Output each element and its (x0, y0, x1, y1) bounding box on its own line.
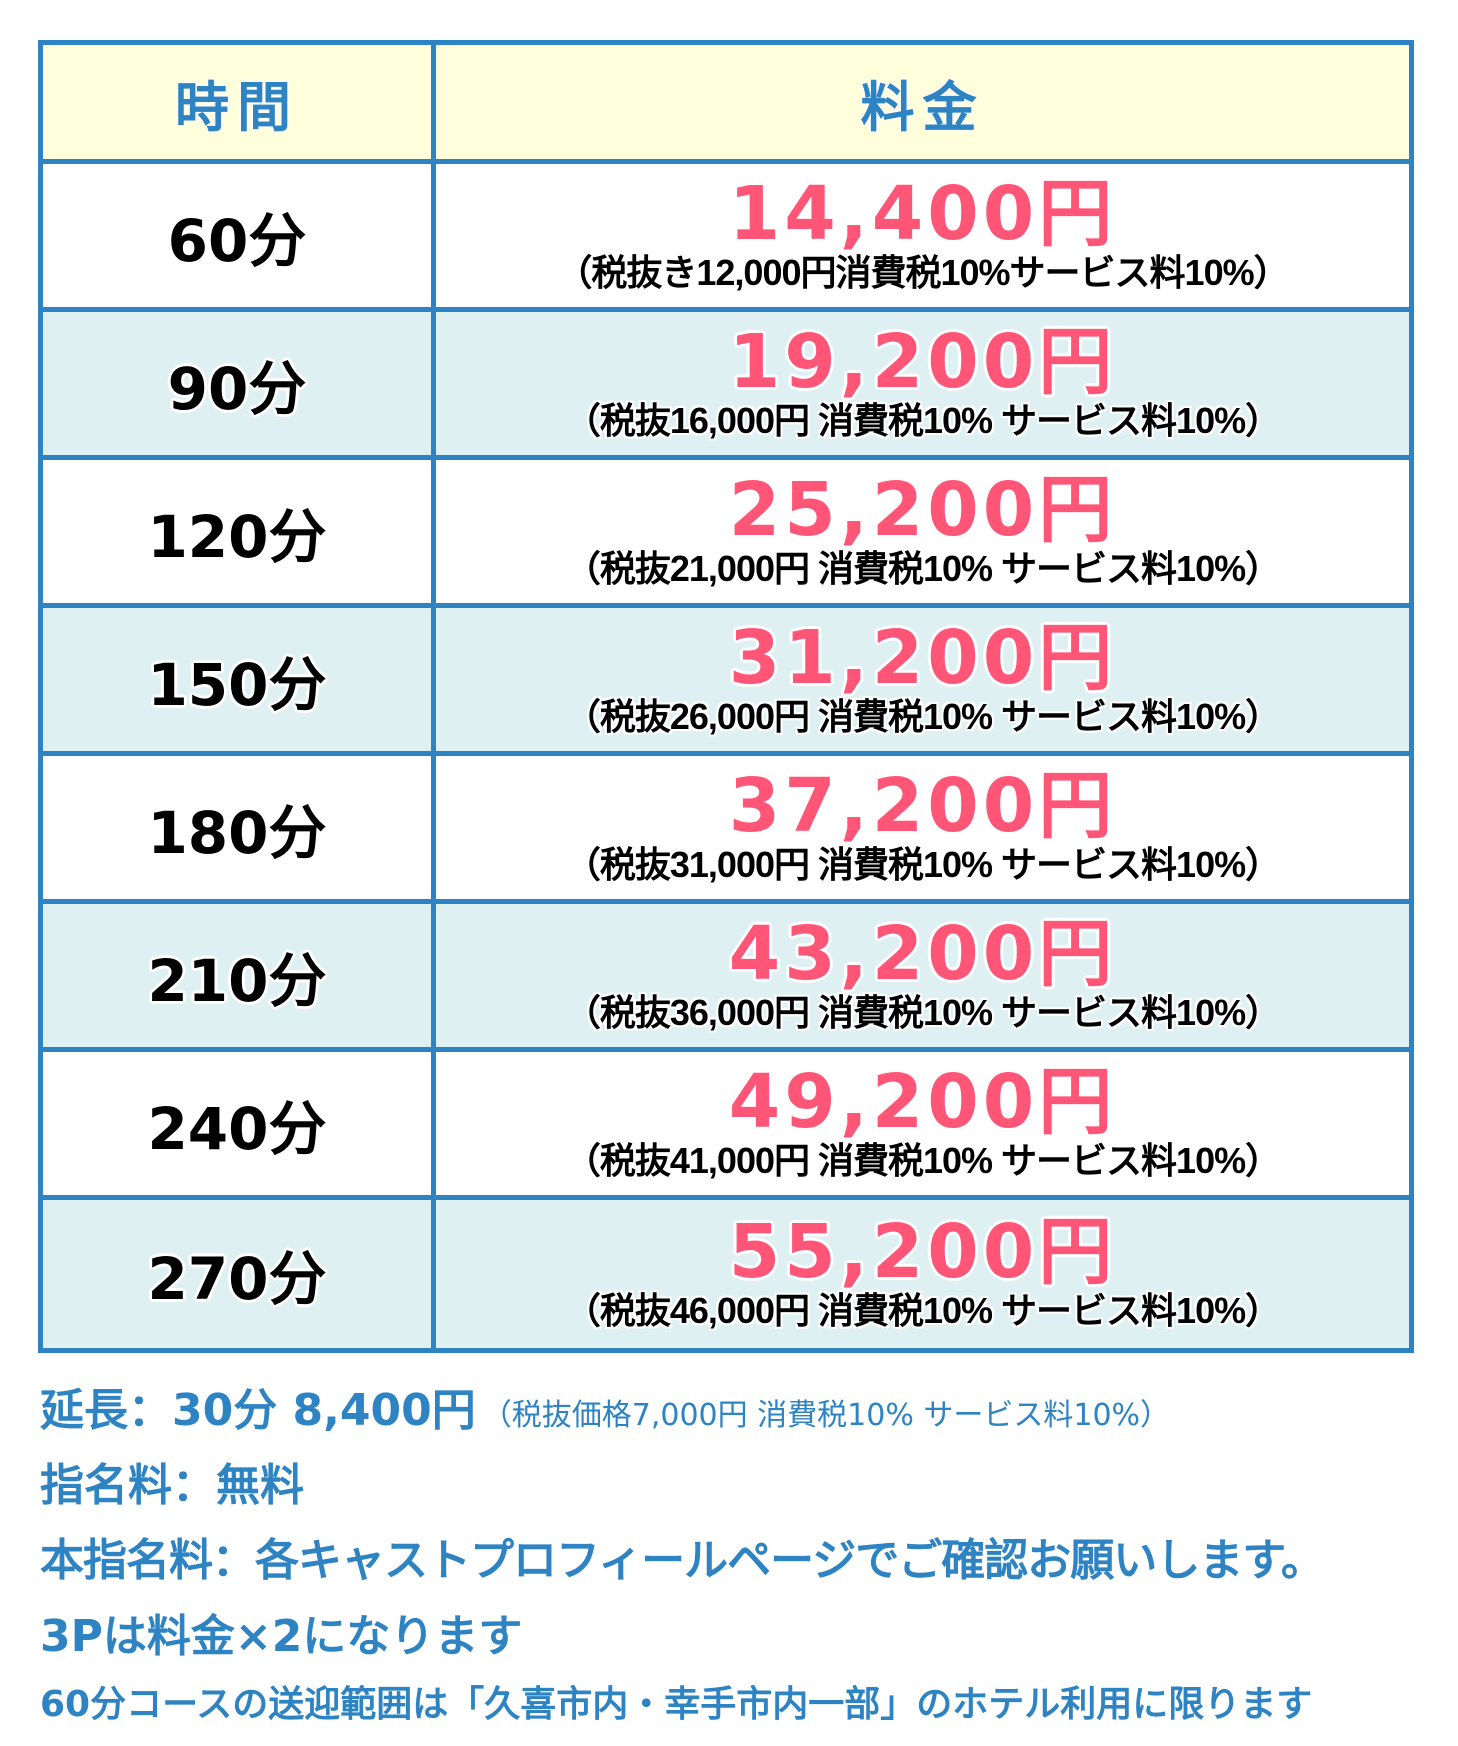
course-price: 14,400円 (728, 170, 1117, 257)
price-cell: 43,200円 （税抜36,000円 消費税10% サービス料10%） (436, 904, 1409, 1047)
pickup-range-note: 60分コースの送迎範囲は「久喜市内・幸手市内一部」のホテル利用に限ります (40, 1684, 1313, 1725)
course-price: 31,200円 (728, 614, 1117, 701)
price-cell: 19,200円 （税抜16,000円 消費税10% サービス料10%） (436, 312, 1409, 455)
price-breakdown: （税抜41,000円 消費税10% サービス料10%） (564, 1139, 1281, 1181)
table-row: 180分 37,200円 （税抜31,000円 消費税10% サービス料10%） (43, 756, 1409, 904)
course-duration: 150分 (147, 650, 327, 719)
price-breakdown: （税抜26,000円 消費税10% サービス料10%） (564, 695, 1281, 737)
header-price-cell: 料金 (436, 45, 1409, 159)
price-cell: 31,200円 （税抜26,000円 消費税10% サービス料10%） (436, 608, 1409, 751)
course-duration: 120分 (147, 502, 327, 571)
table-row: 120分 25,200円 （税抜21,000円 消費税10% サービス料10%） (43, 460, 1409, 608)
time-cell: 210分 (43, 904, 436, 1047)
time-cell: 90分 (43, 312, 436, 455)
price-cell: 49,200円 （税抜41,000円 消費税10% サービス料10%） (436, 1052, 1409, 1195)
price-breakdown: （税抜き12,000円消費税10%サービス料10%） (556, 251, 1289, 293)
header-time-label: 時間 (175, 75, 299, 139)
price-breakdown: （税抜21,000円 消費税10% サービス料10%） (564, 547, 1281, 589)
course-duration: 60分 (167, 206, 307, 275)
course-duration: 180分 (147, 798, 327, 867)
time-cell: 120分 (43, 460, 436, 603)
time-cell: 150分 (43, 608, 436, 751)
price-breakdown: （税抜36,000円 消費税10% サービス料10%） (564, 991, 1281, 1033)
nomination-fee-note: 指名料：無料 (40, 1460, 304, 1511)
course-price: 55,200円 (728, 1209, 1117, 1295)
pricing-notes: 延長：30分 8,400円 （税抜価格7,000円 消費税10% サービス料10%… (40, 1370, 1440, 1738)
price-breakdown: （税抜46,000円 消費税10% サービス料10%） (564, 1290, 1281, 1331)
price-breakdown: （税抜16,000円 消費税10% サービス料10%） (564, 399, 1281, 441)
table-row: 240分 49,200円 （税抜41,000円 消費税10% サービス料10%） (43, 1052, 1409, 1200)
header-price-label: 料金 (860, 75, 985, 139)
time-cell: 270分 (43, 1200, 436, 1348)
course-duration: 210分 (147, 946, 327, 1015)
course-price: 49,200円 (728, 1058, 1117, 1145)
course-price: 37,200円 (728, 762, 1117, 849)
threesome-note: 3Pは料金×2になります (40, 1611, 523, 1662)
price-cell: 37,200円 （税抜31,000円 消費税10% サービス料10%） (436, 756, 1409, 899)
course-duration: 90分 (167, 354, 307, 423)
table-header-row: 時間 料金 (43, 45, 1409, 164)
price-cell: 14,400円 （税抜き12,000円消費税10%サービス料10%） (436, 164, 1409, 307)
course-duration: 270分 (147, 1245, 327, 1313)
price-breakdown: （税抜31,000円 消費税10% サービス料10%） (564, 843, 1281, 885)
table-row: 60分 14,400円 （税抜き12,000円消費税10%サービス料10%） (43, 164, 1409, 312)
price-cell: 55,200円 （税抜46,000円 消費税10% サービス料10%） (436, 1200, 1409, 1348)
time-cell: 180分 (43, 756, 436, 899)
extension-price: 延長：30分 8,400円 (40, 1385, 476, 1436)
extension-note: 延長：30分 8,400円 （税抜価格7,000円 消費税10% サービス料10%… (40, 1370, 1440, 1452)
price-table: 時間 料金 60分 14,400円 （税抜き12,000円消費税10%サービス料… (38, 40, 1414, 1353)
table-row: 270分 55,200円 （税抜46,000円 消費税10% サービス料10%） (43, 1200, 1409, 1348)
table-row: 90分 19,200円 （税抜16,000円 消費税10% サービス料10%） (43, 312, 1409, 460)
price-cell: 25,200円 （税抜21,000円 消費税10% サービス料10%） (436, 460, 1409, 603)
table-row: 150分 31,200円 （税抜26,000円 消費税10% サービス料10%） (43, 608, 1409, 756)
extension-breakdown: （税抜価格7,000円 消費税10% サービス料10%） (481, 1398, 1171, 1433)
course-duration: 240分 (147, 1094, 327, 1163)
header-time-cell: 時間 (43, 45, 436, 159)
time-cell: 240分 (43, 1052, 436, 1195)
main-nomination-fee-note: 本指名料：各キャストプロフィールページでご確認お願いします。 (40, 1535, 1325, 1586)
course-price: 25,200円 (728, 466, 1117, 553)
table-row: 210分 43,200円 （税抜36,000円 消費税10% サービス料10%） (43, 904, 1409, 1052)
course-price: 19,200円 (728, 318, 1117, 405)
time-cell: 60分 (43, 164, 436, 307)
course-price: 43,200円 (728, 910, 1117, 997)
